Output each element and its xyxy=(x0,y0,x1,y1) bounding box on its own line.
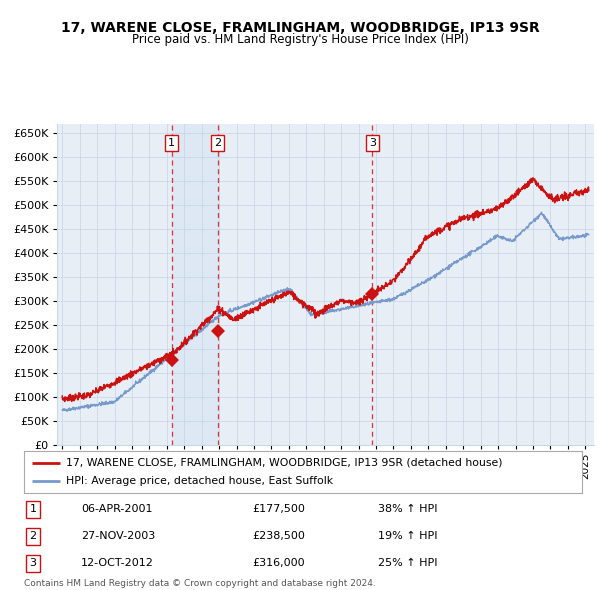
Text: 1: 1 xyxy=(168,138,175,148)
Text: £316,000: £316,000 xyxy=(252,559,305,568)
Text: 06-APR-2001: 06-APR-2001 xyxy=(81,504,152,514)
Text: 17, WARENE CLOSE, FRAMLINGHAM, WOODBRIDGE, IP13 9SR: 17, WARENE CLOSE, FRAMLINGHAM, WOODBRIDG… xyxy=(61,21,539,35)
Text: 2: 2 xyxy=(214,138,221,148)
Text: 3: 3 xyxy=(29,559,37,568)
Text: 3: 3 xyxy=(369,138,376,148)
Text: Price paid vs. HM Land Registry's House Price Index (HPI): Price paid vs. HM Land Registry's House … xyxy=(131,33,469,46)
Text: 17, WARENE CLOSE, FRAMLINGHAM, WOODBRIDGE, IP13 9SR (detached house): 17, WARENE CLOSE, FRAMLINGHAM, WOODBRIDG… xyxy=(66,457,502,467)
Text: 12-OCT-2012: 12-OCT-2012 xyxy=(81,559,154,568)
Text: 25% ↑ HPI: 25% ↑ HPI xyxy=(378,559,437,568)
Text: HPI: Average price, detached house, East Suffolk: HPI: Average price, detached house, East… xyxy=(66,477,333,487)
Text: Contains HM Land Registry data © Crown copyright and database right 2024.: Contains HM Land Registry data © Crown c… xyxy=(24,579,376,588)
Text: £177,500: £177,500 xyxy=(252,504,305,514)
Text: 27-NOV-2003: 27-NOV-2003 xyxy=(81,532,155,541)
Text: 38% ↑ HPI: 38% ↑ HPI xyxy=(378,504,437,514)
Text: 2: 2 xyxy=(29,532,37,541)
Text: £238,500: £238,500 xyxy=(252,532,305,541)
Text: 1: 1 xyxy=(29,504,37,514)
Bar xyxy=(172,124,218,445)
Text: 19% ↑ HPI: 19% ↑ HPI xyxy=(378,532,437,541)
